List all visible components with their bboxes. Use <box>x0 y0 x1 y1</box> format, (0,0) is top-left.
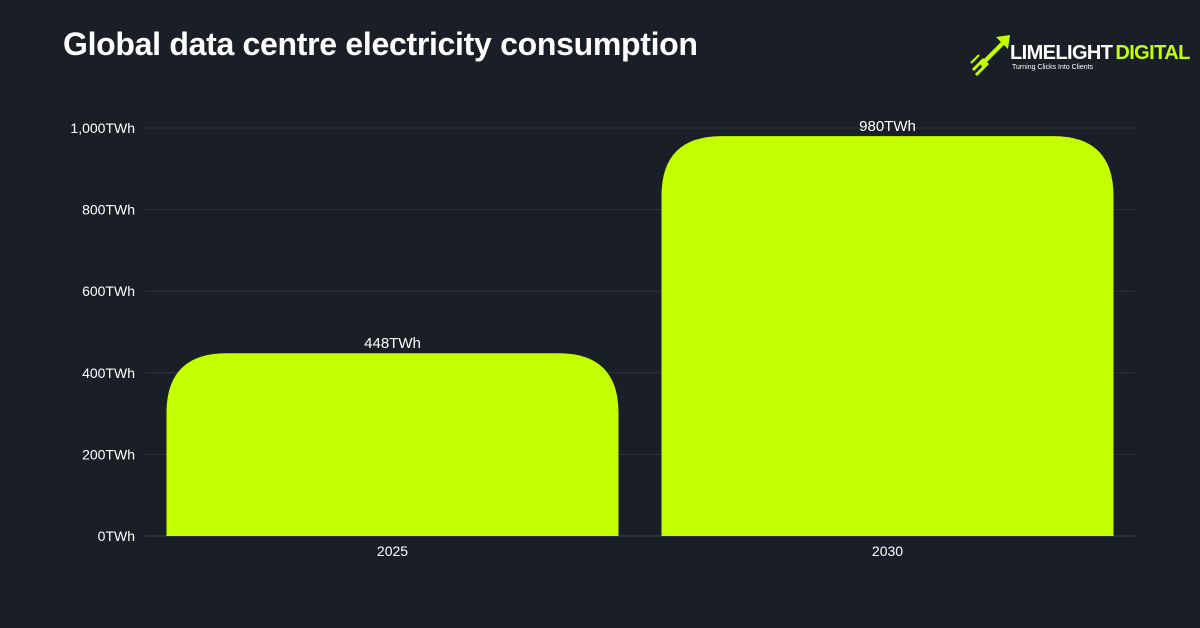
y-tick-label: 0TWh <box>98 528 135 544</box>
bar-2025 <box>166 353 619 536</box>
y-tick-label: 600TWh <box>82 283 135 299</box>
data-label: 448TWh <box>364 335 421 352</box>
y-tick-label: 1,000TWh <box>70 120 135 136</box>
y-tick-label: 400TWh <box>82 365 135 381</box>
y-tick-label: 800TWh <box>82 202 135 218</box>
logo-word-primary: LIMELIGHT <box>1010 42 1113 64</box>
logo-word-accent: DIGITAL <box>1115 42 1190 64</box>
data-label: 980TWh <box>859 118 916 135</box>
logo-wordmark: LIMELIGHT DIGITAL <box>1010 42 1190 64</box>
bar-2030 <box>661 136 1114 536</box>
logo-tagline: Turning Clicks Into Clients <box>1012 64 1094 71</box>
chart-title: Global data centre electricity consumpti… <box>63 26 698 62</box>
rocket-arrow-icon <box>970 35 1010 77</box>
y-tick-label: 200TWh <box>82 446 135 462</box>
x-tick-label: 2030 <box>872 543 903 559</box>
brand-logo[interactable]: LIMELIGHT DIGITAL Turning Clicks Into Cli… <box>970 33 1190 81</box>
x-tick-label: 2025 <box>377 543 408 559</box>
